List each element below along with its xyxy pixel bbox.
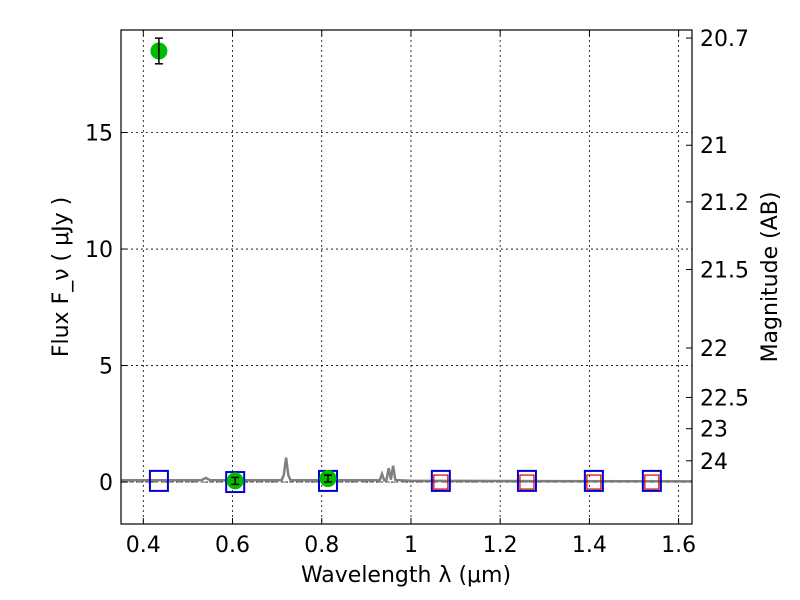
y-tick-label: 10	[85, 238, 113, 263]
y2-tick-label: 21	[700, 134, 728, 159]
model-square-red	[519, 474, 535, 490]
y-tick-label: 5	[99, 355, 113, 380]
model-square-blue	[641, 469, 662, 492]
y2-tick-label: 20.7	[700, 27, 749, 52]
model-square-red	[433, 474, 449, 490]
axis-ticks: 0.4 0.6 0.8 1 1.2 1.4 1.6 0 5 10 15 20.7 21 21.2 21.5 2…	[85, 27, 749, 558]
model-square-blue	[430, 469, 451, 492]
model-square-blue	[516, 469, 537, 492]
plot-background	[121, 30, 692, 524]
x-tick-label: 0.4	[126, 533, 161, 558]
model-square-blue	[148, 469, 169, 492]
y-tick-label: 0	[99, 471, 113, 496]
spectrum-line	[121, 457, 693, 483]
model-square-red	[644, 474, 660, 490]
y2-tick-label: 24	[700, 450, 728, 475]
x-axis-title: Wavelength λ (μm)	[301, 563, 511, 588]
x-tick-label: 1.6	[661, 533, 696, 558]
y2-tick-label: 21.2	[700, 191, 749, 216]
model-square-red	[586, 474, 602, 490]
x-tick-label: 0.6	[215, 533, 250, 558]
x-tick-label: 1.4	[572, 533, 607, 558]
y2-tick-label: 23	[700, 418, 728, 443]
y2-axis-title: Magnitude (AB)	[758, 192, 783, 363]
plot-frame	[120, 29, 693, 525]
y2-tick-label: 22.5	[700, 386, 749, 411]
model-spectrum	[121, 457, 693, 483]
y-tick-label: 15	[85, 122, 113, 147]
model-square-blue	[225, 471, 246, 494]
x-tick-label: 0.8	[304, 533, 339, 558]
x-tick-label: 1.2	[483, 533, 518, 558]
model-square-blue	[583, 469, 604, 492]
y-axis-title: Flux F_ν ( μJy )	[49, 197, 74, 357]
y2-tick-label: 21.5	[700, 259, 749, 284]
x-tick-label: 1	[404, 533, 418, 558]
y2-tick-label: 22	[700, 337, 728, 362]
data-markers	[148, 37, 662, 494]
